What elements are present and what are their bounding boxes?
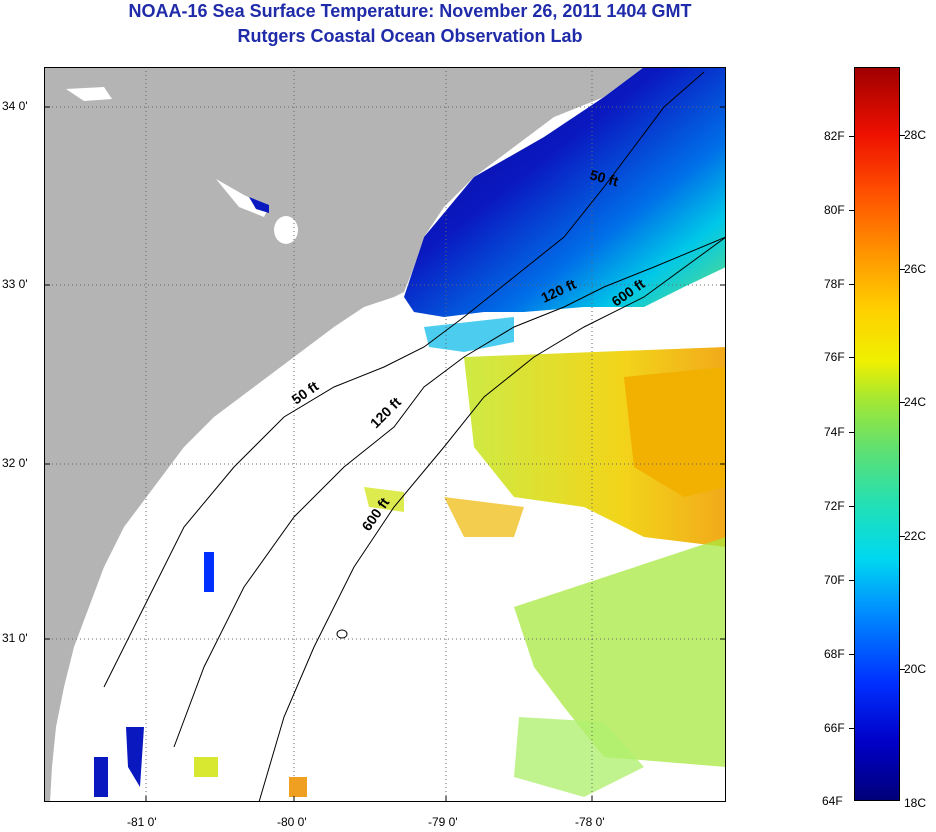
colorbar-label-f: 68F xyxy=(824,647,845,661)
warm-water-patch-small xyxy=(364,487,404,512)
land xyxy=(44,67,644,802)
lon-label: -80 0' xyxy=(277,815,307,829)
isobath-50ft xyxy=(103,71,705,688)
reservoir xyxy=(249,197,269,213)
warm-spot xyxy=(289,777,307,797)
colorbar-label-f: 74F xyxy=(824,425,845,439)
cold-coastal-water xyxy=(404,67,726,317)
cold-spot xyxy=(204,552,214,592)
green-water-patch-south xyxy=(514,717,644,797)
sst-map: 50 ft 120 ft 600 ft 50 ft 120 ft 600 ft xyxy=(44,67,726,802)
colorbar-label-c: 22C xyxy=(904,529,927,543)
green-water-patch xyxy=(514,537,726,767)
colorbar-label-f: 82F xyxy=(824,129,845,143)
map-title: NOAA-16 Sea Surface Temperature: Novembe… xyxy=(128,1,692,21)
colorbar-label-f: 72F xyxy=(824,499,845,513)
map-frame xyxy=(44,67,726,802)
map-subtitle: Rutgers Coastal Ocean Observation Lab xyxy=(237,26,583,46)
lat-label: 33 0' xyxy=(2,277,28,291)
colorbar-label-f: 78F xyxy=(824,277,845,291)
graticule xyxy=(44,67,726,802)
colorbar-label-c: 20C xyxy=(904,662,927,676)
colorbar-label-c: 18C xyxy=(904,796,927,810)
lat-label: 32 0' xyxy=(2,456,28,470)
colorbar-label-c: 24C xyxy=(904,395,927,409)
inland-lake xyxy=(274,216,298,244)
warm-water-patch-west xyxy=(444,497,524,537)
colorbar-label-f: 70F xyxy=(824,573,845,587)
isobath-600ft xyxy=(258,236,726,802)
colorbar-label-f: 76F xyxy=(824,350,845,364)
colorbar-label-f: 66F xyxy=(824,721,845,735)
lat-label: 34 0' xyxy=(2,99,28,113)
isobath-label: 50 ft xyxy=(588,166,620,189)
colorbar xyxy=(854,67,900,801)
isobath-120ft xyxy=(173,236,726,748)
cold-spot xyxy=(94,757,108,797)
colorbar-gradient xyxy=(855,68,899,800)
shoal-outline xyxy=(336,629,348,639)
lon-label: -78 0' xyxy=(575,815,605,829)
warm-spot xyxy=(194,757,218,777)
lon-label: -81 0' xyxy=(127,815,157,829)
cold-spot xyxy=(126,727,144,787)
colorbar-label-c: 28C xyxy=(904,128,927,142)
lon-label: -79 0' xyxy=(428,815,458,829)
colorbar-label-c: 26C xyxy=(904,262,927,276)
colorbar-label-f: 64F xyxy=(822,794,843,808)
inland-lake xyxy=(66,87,112,101)
colorbar-label-f: 80F xyxy=(824,203,845,217)
lat-label: 31 0' xyxy=(2,631,28,645)
